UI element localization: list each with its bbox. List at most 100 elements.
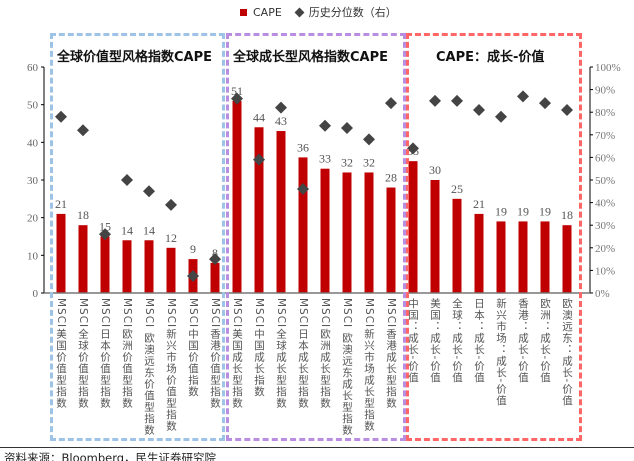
- left-tick-label: 60: [27, 62, 39, 74]
- cape-bar: [122, 240, 132, 293]
- cape-data-label: 14: [121, 223, 133, 237]
- percentile-marker: [495, 110, 507, 123]
- cape-bar: [320, 168, 330, 293]
- percentile-marker: [165, 198, 177, 211]
- x-tick-label: MSCI欧洲成长型指数: [319, 298, 331, 409]
- x-tick-label: MSCI新兴市场成长型指数: [363, 298, 375, 432]
- legend-cape-swatch: [240, 8, 247, 16]
- x-tick-label: MSCI 欧澳远东价值型指数: [143, 298, 155, 436]
- group-title-growth: 全球成长型风格指数CAPE: [233, 50, 389, 65]
- cape-bar: [430, 180, 440, 293]
- cape-bar: [100, 236, 110, 293]
- source-note: 资料来源：Bloomberg，民生证券研究院: [4, 451, 217, 461]
- cape-bar: [276, 131, 286, 293]
- group-box-growth: [226, 33, 406, 441]
- x-tick-label: MSCI香港成长型指数: [385, 298, 397, 409]
- percentile-marker: [143, 185, 155, 198]
- cape-data-label: 32: [341, 155, 353, 169]
- percentile-marker: [517, 90, 529, 103]
- x-tick-label: MSCI日本成长型指数: [297, 298, 309, 409]
- x-tick-label: MSCI中国价值指数: [187, 298, 199, 398]
- x-tick-label: 新兴市场：成长-价值: [495, 298, 507, 407]
- group-box-diff: [406, 33, 582, 441]
- right-tick-label: 30%: [595, 220, 615, 232]
- percentile-marker: [231, 92, 243, 105]
- x-tick-label: MSCI美国成长型指数: [231, 298, 243, 409]
- percentile-marker: [297, 183, 309, 196]
- cape-bar: [298, 157, 308, 293]
- percentile-marker: [363, 133, 375, 146]
- legend-percentile-label: 历史分位数（右）: [308, 6, 397, 19]
- left-tick-label: 10: [27, 250, 39, 262]
- percentile-marker: [319, 119, 331, 132]
- x-tick-label: 欧澳远东：成长-价值: [561, 298, 573, 407]
- x-tick-label: 日本：成长-价值: [473, 298, 485, 384]
- right-tick-label: 0%: [595, 288, 610, 300]
- percentile-marker: [253, 153, 265, 166]
- cape-data-label: 12: [165, 231, 177, 245]
- x-tick-label: MSCI日本价值型指数: [99, 298, 111, 409]
- cape-bar: [254, 127, 264, 294]
- cape-bar: [518, 221, 528, 293]
- cape-bar: [496, 221, 506, 293]
- right-tick-label: 60%: [595, 152, 615, 164]
- percentile-marker: [451, 94, 463, 107]
- cape-bar: [364, 172, 374, 293]
- x-tick-label: 欧洲：成长-价值: [539, 298, 551, 384]
- right-tick-label: 100%: [595, 62, 621, 74]
- right-tick-label: 50%: [595, 175, 615, 187]
- x-tick-label: 香港：成长-价值: [517, 298, 529, 384]
- cape-data-label: 14: [143, 223, 155, 237]
- cape-data-label: 33: [319, 152, 331, 166]
- cape-data-label: 19: [517, 204, 529, 218]
- x-tick-label: 中国：成长-价值: [407, 298, 419, 384]
- group-title-diff: CAPE：成长-价值: [436, 50, 545, 65]
- left-tick-label: 20: [27, 213, 39, 225]
- cape-bar: [342, 172, 352, 293]
- cape-data-label: 32: [363, 155, 375, 169]
- cape-data-label: 43: [275, 114, 287, 128]
- cape-data-label: 36: [297, 140, 309, 154]
- x-tick-label: 全球：成长-价值: [451, 298, 463, 384]
- cape-data-label: 18: [77, 208, 89, 222]
- source-divider: [0, 447, 634, 448]
- cape-data-label: 44: [253, 110, 265, 124]
- percentile-marker: [561, 103, 573, 116]
- x-tick-label: MSCI欧洲价值型指数: [121, 298, 133, 409]
- group-box-value: [50, 33, 225, 441]
- cape-bar: [562, 225, 572, 293]
- cape-bar: [144, 240, 154, 293]
- cape-bar: [408, 161, 418, 293]
- x-tick-label: MSCI新兴市场价值型指数: [165, 298, 177, 432]
- cape-bar: [452, 198, 462, 293]
- cape-data-label: 19: [495, 204, 507, 218]
- x-tick-label: 美国：成长-价值: [429, 298, 441, 384]
- percentile-marker: [209, 253, 221, 266]
- right-tick-label: 40%: [595, 198, 615, 210]
- x-tick-label: MSCI美国价值型指数: [55, 298, 67, 409]
- percentile-marker: [341, 122, 353, 135]
- percentile-marker: [187, 270, 199, 283]
- cape-data-label: 15: [99, 220, 111, 234]
- cape-data-label: 21: [55, 197, 67, 211]
- percentile-marker: [121, 174, 133, 186]
- cape-data-label: 19: [539, 204, 551, 218]
- cape-bar: [232, 100, 242, 294]
- percentile-marker: [385, 97, 397, 110]
- group-title-value: 全球价值型风格指数CAPE: [57, 50, 213, 65]
- x-tick-label: MSCI全球价值型指数: [77, 298, 89, 409]
- cape-data-label: 18: [561, 208, 573, 222]
- x-tick-label: MSCI中国成长指数: [253, 298, 265, 398]
- right-tick-label: 20%: [595, 243, 615, 255]
- cape-bar: [210, 262, 220, 293]
- cape-data-label: 25: [451, 182, 463, 196]
- cape-bar: [474, 213, 484, 293]
- cape-data-label: 8: [212, 246, 218, 260]
- legend: CAPE 历史分位数（右）: [240, 4, 397, 20]
- cape-bar: [78, 225, 88, 293]
- left-tick-label: 40: [27, 137, 39, 149]
- cape-bar: [166, 247, 176, 293]
- legend-cape-label: CAPE: [253, 5, 282, 19]
